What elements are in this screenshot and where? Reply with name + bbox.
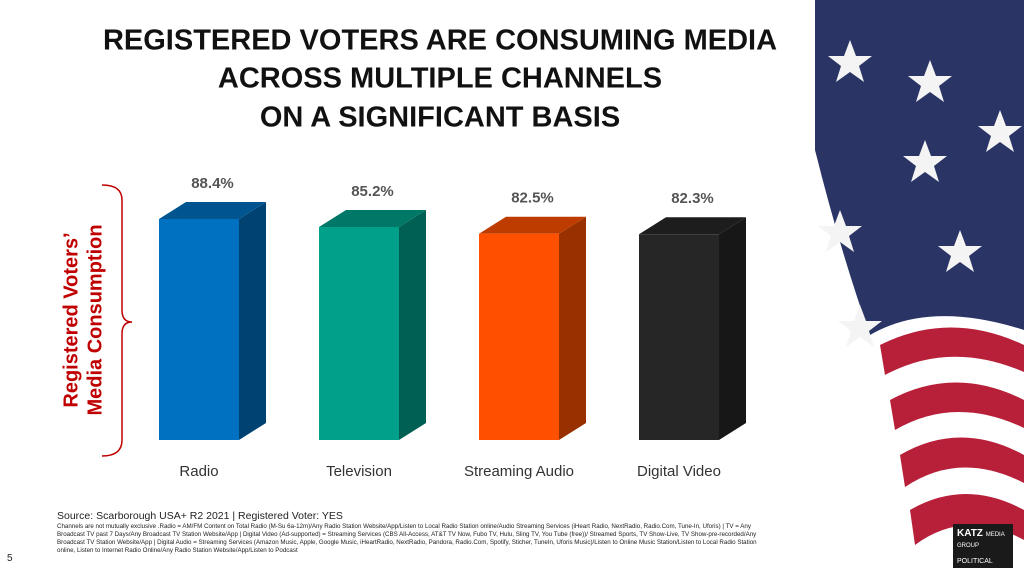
value-label: 82.3% xyxy=(671,190,714,207)
bar-side xyxy=(239,202,266,440)
bracket xyxy=(101,184,133,457)
x-tick-label: Streaming Audio xyxy=(464,463,574,480)
flag-stripe xyxy=(900,437,1024,487)
flag-stripe xyxy=(890,382,1024,430)
bar xyxy=(159,219,239,440)
bar xyxy=(479,233,559,440)
y-axis-label: Registered Voters’ xyxy=(60,232,82,407)
bar xyxy=(639,234,719,440)
value-label: 82.5% xyxy=(511,190,554,207)
bar-top xyxy=(319,210,426,227)
title-line: ON A SIGNIFICANT BASIS xyxy=(260,102,620,134)
logo-group: MEDIA GROUP xyxy=(957,532,1005,549)
source: Source: Scarborough USA+ R2 2021 | Regis… xyxy=(57,510,343,522)
flag-stripe xyxy=(880,327,1024,375)
title-line: ACROSS MULTIPLE CHANNELS xyxy=(218,63,662,95)
bar-side xyxy=(399,210,426,440)
logo-tag: POLITICAL xyxy=(957,558,993,565)
value-label: 85.2% xyxy=(351,183,394,200)
bar-top xyxy=(479,216,586,234)
footnote: Channels are not mutually exclusive .Rad… xyxy=(57,523,757,554)
flag-stars xyxy=(818,40,1022,347)
value-label: 88.4% xyxy=(191,175,234,192)
bar-side xyxy=(719,217,746,440)
x-tick-label: Radio xyxy=(179,463,218,480)
title-line: REGISTERED VOTERS ARE CONSUMING MEDIA xyxy=(103,25,777,57)
logo-brand: KATZ xyxy=(957,528,983,539)
flag xyxy=(800,0,1024,576)
x-tick-label: Television xyxy=(326,463,392,480)
bar-top xyxy=(159,202,266,219)
logo: KATZ MEDIA GROUP POLITICAL xyxy=(953,524,1013,568)
page-number: 5 xyxy=(7,553,13,564)
y-axis-label: Media Consumption xyxy=(84,224,106,415)
bar-top xyxy=(639,217,746,235)
bar-side xyxy=(559,216,586,440)
flag-stripe xyxy=(910,494,1024,545)
x-tick-label: Digital Video xyxy=(637,463,721,480)
bar xyxy=(319,227,399,440)
